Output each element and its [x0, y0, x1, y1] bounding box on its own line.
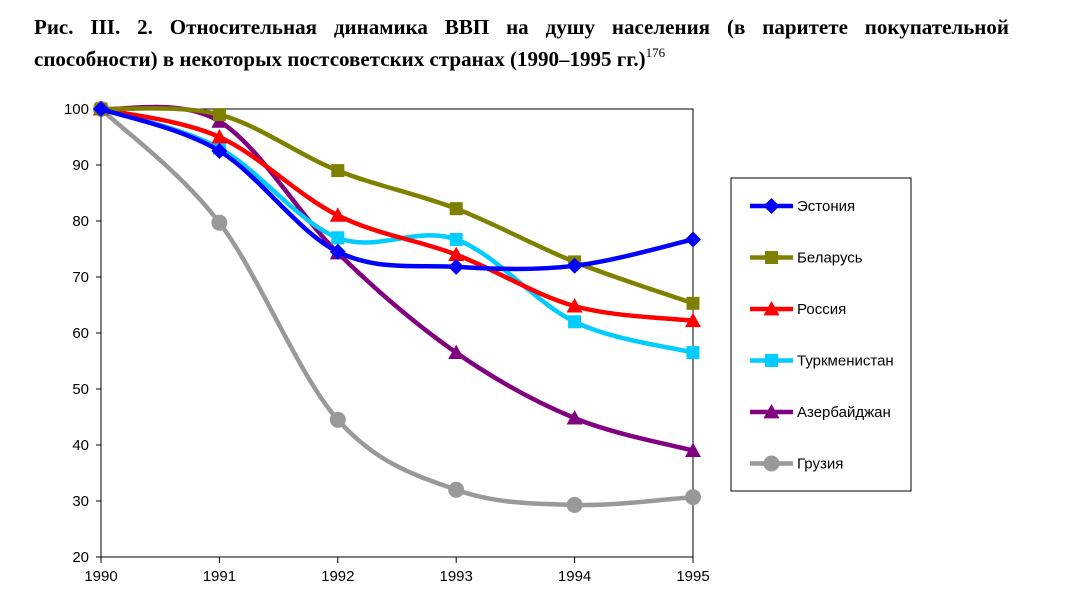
legend-label: Россия — [797, 301, 846, 318]
legend-swatch-marker — [763, 404, 780, 419]
series-line — [98, 106, 696, 355]
data-point — [566, 496, 583, 513]
legend-item: Грузия — [750, 455, 843, 473]
data-point — [449, 202, 463, 216]
x-tick-label: 1991 — [203, 568, 236, 585]
data-point — [448, 481, 465, 498]
legend-item: Россия — [750, 301, 846, 318]
data-point — [329, 411, 346, 428]
caption-text: Рис. III. 2. Относительная динамика ВВП … — [34, 15, 1009, 71]
y-tick-label: 70 — [72, 269, 89, 286]
x-tick-label: 1994 — [558, 568, 591, 585]
y-tick-label: 80 — [72, 213, 89, 230]
data-point — [93, 101, 109, 117]
data-point — [685, 312, 701, 328]
legend-swatch-marker — [765, 251, 778, 264]
data-point — [211, 143, 228, 159]
legend-box — [730, 177, 912, 492]
data-point — [331, 231, 345, 245]
data-point — [331, 164, 345, 178]
legend-label: Грузия — [797, 456, 843, 473]
y-tick-label: 40 — [72, 437, 89, 454]
data-point — [566, 257, 583, 274]
data-point — [211, 214, 228, 231]
series-line — [98, 104, 696, 453]
data-point — [329, 243, 346, 260]
x-tick-label: 1992 — [321, 568, 354, 585]
data-point — [686, 296, 700, 310]
plot-area: 20 30 40 50 60 70 80 90 100 1990 1991 1992 1993 1994 1… — [64, 101, 710, 585]
y-tick-label: 100 — [64, 101, 89, 118]
data-point — [685, 442, 701, 457]
data-point — [448, 344, 465, 359]
data-point — [566, 410, 583, 425]
data-point — [211, 129, 228, 144]
series-line — [98, 106, 696, 323]
legend-label: Беларусь — [797, 250, 863, 267]
data-point — [212, 108, 226, 122]
data-point — [568, 315, 582, 329]
legend-swatch-marker — [765, 354, 778, 367]
data-point — [686, 346, 700, 360]
figure-caption: Рис. III. 2. Относительная динамика ВВП … — [34, 14, 1009, 72]
legend-label: Туркменистан — [797, 353, 894, 370]
legend-item: Эстония — [750, 198, 855, 215]
legend-item: Туркменистан — [750, 353, 894, 370]
series-line — [98, 106, 696, 272]
series-5 — [93, 101, 701, 457]
legend-label: Азербайджан — [797, 404, 891, 421]
data-point — [449, 232, 463, 246]
legend-item: Беларусь — [750, 250, 863, 267]
legend-label: Эстония — [797, 198, 855, 215]
caption-footnote: 176 — [645, 45, 666, 60]
legend-swatch-marker — [763, 301, 780, 316]
legend-item: Азербайджан — [750, 404, 891, 421]
data-point — [329, 207, 346, 222]
chart-legend: Эстония Беларусь Россия Туркменистан Азербай… — [730, 177, 912, 492]
x-tick-label: 1995 — [676, 568, 709, 585]
y-tick-label: 60 — [72, 325, 89, 342]
y-tick-label: 20 — [72, 549, 89, 566]
data-point — [685, 489, 701, 506]
y-tick-label: 30 — [72, 493, 89, 510]
x-tick-label: 1990 — [84, 568, 117, 585]
y-tick-label: 90 — [72, 157, 89, 174]
legend-swatch-marker — [763, 455, 780, 472]
legend-swatch-marker — [763, 198, 780, 214]
data-point — [685, 231, 701, 248]
data-point — [448, 246, 465, 261]
data-point — [566, 298, 583, 313]
data-point — [448, 258, 465, 275]
x-tick-label: 1993 — [440, 568, 473, 585]
y-tick-label: 50 — [72, 381, 89, 398]
series-4 — [94, 102, 700, 360]
series-1 — [93, 101, 701, 275]
